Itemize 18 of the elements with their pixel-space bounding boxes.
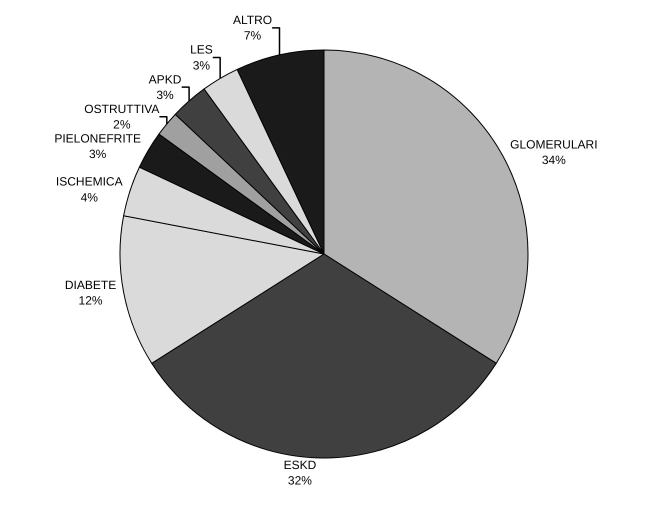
slice-label: APKD (148, 72, 182, 86)
data-label: 3% (88, 147, 107, 162)
slice-label: DIABETE (64, 278, 116, 292)
slice-label: ESKD (284, 458, 317, 472)
data-label: 32% (288, 474, 312, 488)
slice-label: PIELONEFRITE (54, 132, 142, 146)
slice-label: LES (190, 42, 213, 57)
slice-label: ALTRO (232, 13, 272, 28)
data-label: 12% (78, 294, 103, 308)
data-label: 7% (244, 28, 262, 43)
data-label: 34% (542, 153, 566, 168)
slice-label: ISCHEMICA (56, 174, 123, 189)
data-label: 3% (156, 88, 174, 102)
data-label: 4% (80, 190, 98, 204)
slice-label: OSTRUTTIVA (84, 102, 160, 116)
slice-label: GLOMERULARI (510, 137, 598, 152)
data-label: 3% (192, 58, 210, 72)
data-label: 2% (113, 118, 131, 132)
